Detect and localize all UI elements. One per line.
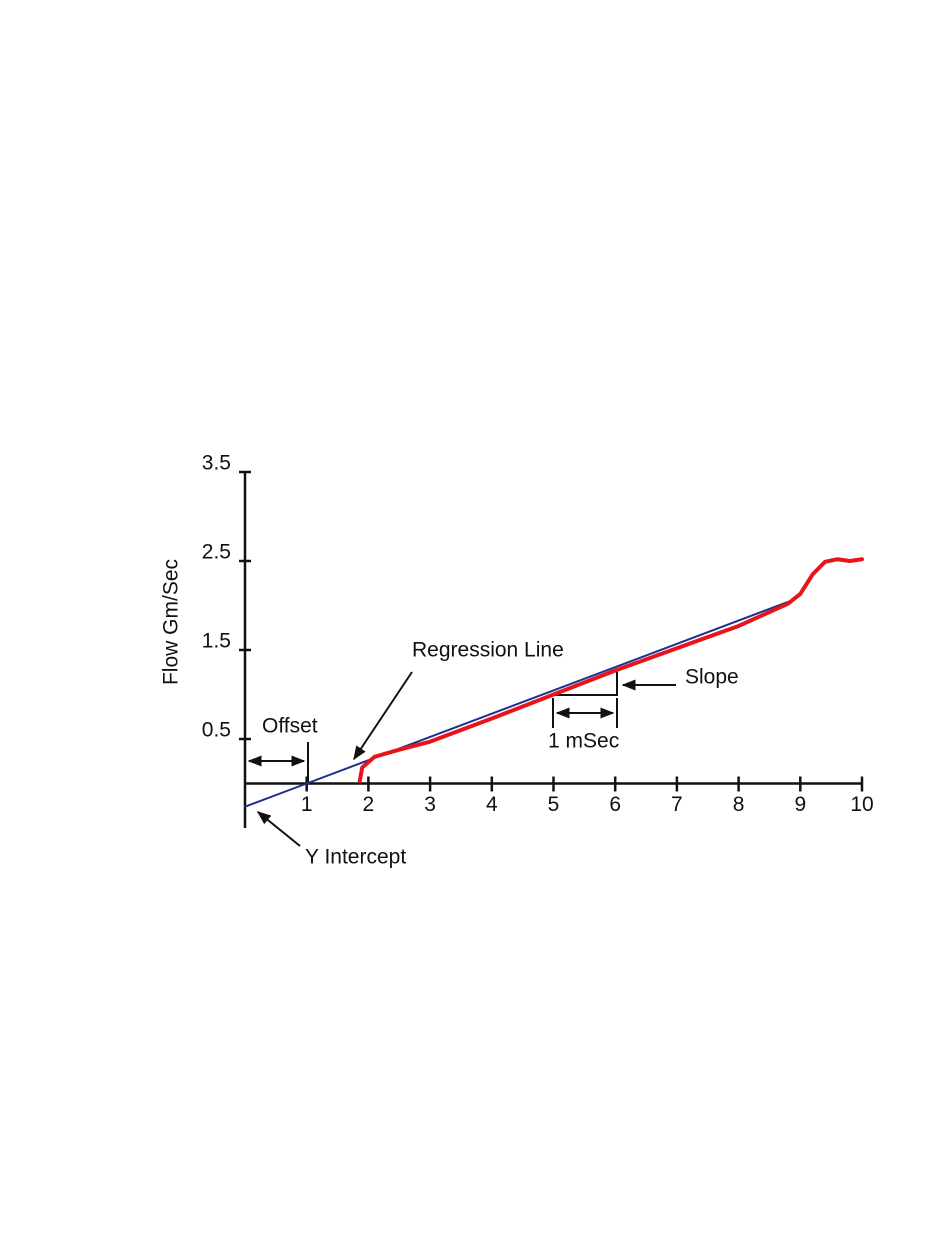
series-line	[244, 600, 789, 808]
x-tick-label: 1	[301, 793, 313, 816]
y-tick-label: 2.5	[202, 541, 231, 564]
annotation: Regression Line	[412, 639, 564, 662]
annotation: 1 mSec	[548, 730, 619, 753]
annotation: Offset	[262, 715, 318, 738]
y-axis-label: Flow Gm/Sec	[160, 559, 183, 685]
x-tick-label: 8	[733, 793, 745, 816]
annotation-arrow	[353, 671, 413, 761]
x-tick-label: 10	[850, 793, 873, 816]
y-tick-label: 3.5	[202, 452, 231, 475]
x-tick-label: 2	[363, 793, 375, 816]
x-tick-label: 3	[424, 793, 436, 816]
annotation: Slope	[685, 666, 739, 689]
x-tick-label: 7	[671, 793, 683, 816]
annotation: Y Intercept	[305, 846, 406, 869]
y-tick-label: 1.5	[202, 630, 231, 653]
annotation-arrow	[256, 811, 301, 847]
x-tick-label: 5	[548, 793, 560, 816]
series-line	[357, 557, 864, 783]
x-tick-label: 4	[486, 793, 498, 816]
annotation-bracket	[553, 670, 618, 696]
x-tick-label: 6	[609, 793, 621, 816]
x-tick-label: 9	[794, 793, 806, 816]
y-tick-label: 0.5	[202, 719, 231, 742]
